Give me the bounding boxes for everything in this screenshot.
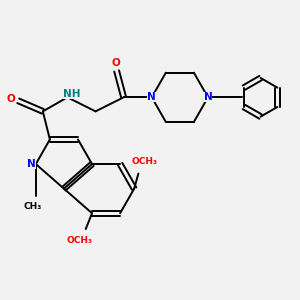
Text: NH: NH [63, 89, 80, 99]
Text: O: O [112, 58, 120, 68]
Text: OCH₃: OCH₃ [132, 157, 158, 166]
Text: O: O [6, 94, 15, 104]
Text: N: N [204, 92, 212, 102]
Text: OCH₃: OCH₃ [67, 236, 93, 245]
Text: CH₃: CH₃ [24, 202, 42, 211]
Text: N: N [147, 92, 156, 102]
Text: N: N [27, 159, 36, 169]
